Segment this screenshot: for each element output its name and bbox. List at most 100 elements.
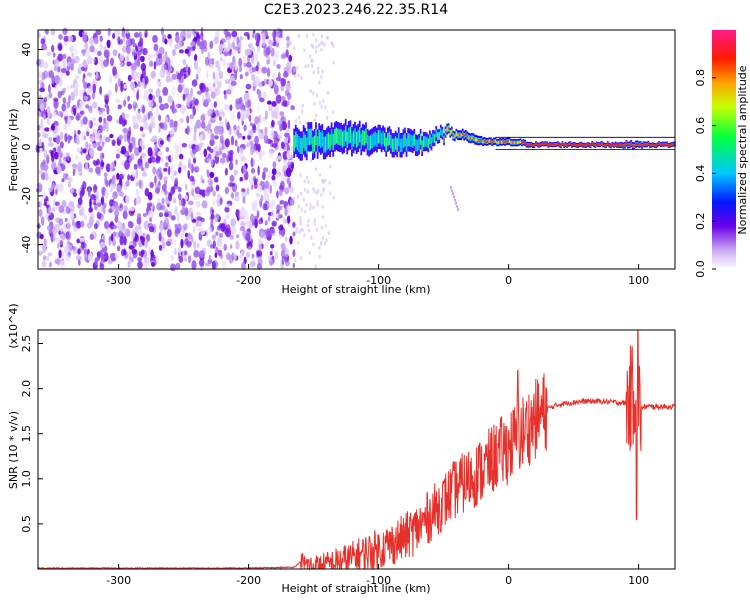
noise-blob xyxy=(193,60,198,70)
noise-blob xyxy=(149,60,154,67)
signal-peak xyxy=(610,144,612,147)
x-tick-label: -100 xyxy=(366,274,391,287)
signal-peak xyxy=(449,131,451,134)
noise-blob xyxy=(184,238,189,246)
signal-core xyxy=(394,136,397,150)
signal-peak xyxy=(574,143,576,146)
noise-blob xyxy=(85,141,89,151)
noise-blob xyxy=(66,233,70,240)
signal-peak xyxy=(608,144,610,147)
noise-blob xyxy=(234,71,237,81)
noise-blob xyxy=(281,249,285,259)
noise-blob xyxy=(105,136,111,143)
noise-blob xyxy=(314,167,318,172)
noise-blob xyxy=(49,261,52,268)
noise-blob xyxy=(48,187,53,193)
noise-blob xyxy=(212,240,216,249)
signal-peak xyxy=(522,141,525,144)
noise-blob xyxy=(262,150,266,155)
signal-peak xyxy=(588,143,590,146)
snr-series-line xyxy=(37,329,675,571)
noise-blob xyxy=(64,132,68,143)
noise-blob xyxy=(115,153,120,159)
noise-blob xyxy=(124,160,130,170)
noise-blob xyxy=(255,192,261,198)
drift-trace xyxy=(450,186,452,189)
signal-peak xyxy=(482,140,484,144)
signal-peak xyxy=(444,130,447,134)
noise-blob xyxy=(178,76,184,84)
signal-peak xyxy=(613,144,615,147)
signal-peak xyxy=(666,142,668,146)
signal-peak xyxy=(550,143,553,146)
signal-peak xyxy=(605,144,607,147)
noise-blob xyxy=(275,94,282,104)
noise-blob xyxy=(190,87,193,98)
noise-blob xyxy=(230,218,237,227)
spectrogram-x-label: Height of straight line (km) xyxy=(281,283,430,296)
noise-blob xyxy=(318,100,322,105)
noise-blob xyxy=(243,256,247,265)
noise-blob xyxy=(205,262,211,267)
noise-blob xyxy=(284,208,288,217)
noise-blob xyxy=(196,166,200,171)
drift-trace xyxy=(452,192,454,195)
noise-blob xyxy=(183,73,187,79)
noise-blob xyxy=(51,74,55,85)
noise-blob xyxy=(315,38,318,43)
noise-blob xyxy=(329,164,332,169)
noise-blob xyxy=(263,78,268,85)
noise-blob xyxy=(41,260,47,268)
noise-blob xyxy=(231,50,237,56)
noise-blob xyxy=(158,212,163,218)
snr-y-ticks: 0.5 1.0 1.5 2.0 2.5 xyxy=(20,335,43,533)
noise-blob xyxy=(68,35,74,43)
noise-blob xyxy=(155,80,160,85)
signal-peak xyxy=(529,143,531,147)
noise-blob xyxy=(322,186,325,191)
signal-core xyxy=(318,129,320,146)
noise-blob xyxy=(275,76,282,82)
noise-blob xyxy=(131,249,137,255)
noise-blob xyxy=(207,225,213,234)
noise-blob xyxy=(53,229,58,237)
noise-blob xyxy=(263,167,269,173)
noise-blob xyxy=(256,263,262,270)
noise-blob xyxy=(214,252,218,258)
noise-blob xyxy=(150,249,154,258)
noise-blob xyxy=(228,156,232,162)
signal-peak xyxy=(571,144,573,147)
noise-blob xyxy=(256,210,260,219)
noise-blob xyxy=(134,197,137,206)
noise-blob xyxy=(209,171,215,178)
noise-blob xyxy=(195,73,199,81)
noise-blob xyxy=(64,115,68,125)
noise-blob xyxy=(279,123,283,132)
noise-blob xyxy=(83,135,87,141)
noise-blob xyxy=(81,49,86,57)
signal-peak xyxy=(661,143,664,146)
noise-blob xyxy=(122,210,128,220)
noise-blob xyxy=(48,84,51,94)
noise-blob xyxy=(213,76,218,85)
noise-blob xyxy=(65,205,71,215)
signal-core xyxy=(407,133,409,147)
noise-blob xyxy=(265,47,271,56)
noise-blob xyxy=(136,71,142,79)
noise-blob xyxy=(112,66,117,76)
noise-blob xyxy=(45,255,50,262)
noise-blob xyxy=(149,122,156,129)
noise-blob xyxy=(320,225,324,230)
noise-blob xyxy=(257,165,260,176)
noise-blob xyxy=(145,260,151,266)
noise-blob xyxy=(206,82,213,90)
noise-blob xyxy=(230,111,236,121)
noise-blob xyxy=(207,123,212,130)
noise-blob xyxy=(155,255,159,264)
noise-blob xyxy=(94,257,99,266)
noise-blob xyxy=(172,48,176,57)
noise-blob xyxy=(176,223,182,231)
noise-blob xyxy=(183,87,190,95)
noise-blob xyxy=(316,202,319,207)
noise-blob xyxy=(62,27,68,35)
